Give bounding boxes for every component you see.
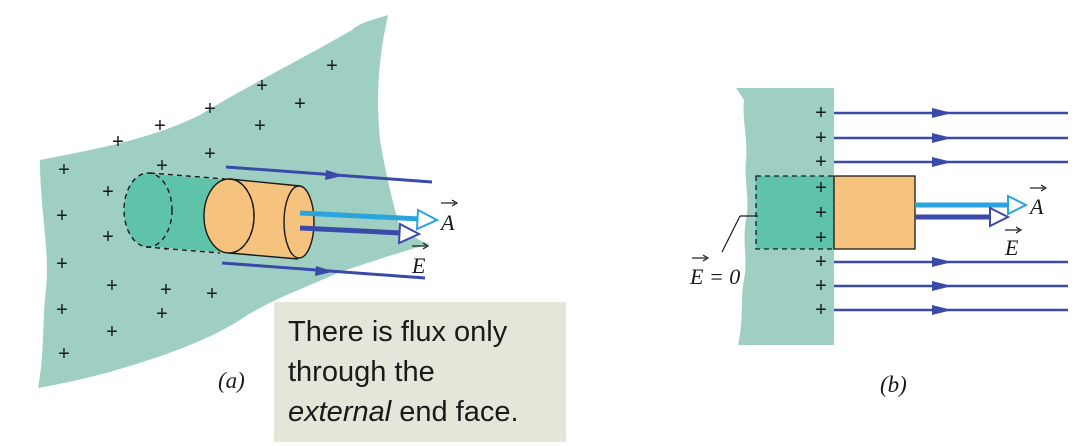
field-arrowhead <box>932 157 952 167</box>
field-arrowhead <box>932 257 952 267</box>
field-line-arrowheads-b <box>932 108 952 315</box>
plus-sign: + <box>56 253 68 275</box>
plus-sign: + <box>102 181 114 203</box>
plus-sign: + <box>56 299 68 321</box>
field-line-arrowheads-a <box>315 170 344 276</box>
caption-line-3: external end face. <box>288 392 566 432</box>
panel-a: + + + + + + + + + + + + + + + + + + + + … <box>38 15 459 393</box>
panel-b: + + + + + + + + + A E <box>689 88 1068 397</box>
svg-text:E: E <box>411 253 426 278</box>
inner-cylinder-a <box>123 172 226 254</box>
plus-sign: + <box>56 205 68 227</box>
svg-text:A: A <box>1028 194 1044 219</box>
plus-sign: + <box>156 303 168 325</box>
vector-label-A-a: A <box>439 199 459 235</box>
svg-text:A: A <box>439 210 455 235</box>
zero-field-label: E = 0 <box>689 254 740 289</box>
plus-sign: + <box>160 279 172 301</box>
plus-sign: + <box>204 143 216 165</box>
plus-sign: + <box>106 321 118 343</box>
field-arrowhead <box>325 170 344 180</box>
caption-emphasis: external <box>288 396 392 428</box>
caption-line-1: There is flux only <box>288 316 508 348</box>
field-arrowhead <box>932 281 952 291</box>
plus-sign: + <box>156 155 168 177</box>
plus-signs-b: + + + + + + + + + <box>815 102 827 321</box>
plus-sign: + <box>815 102 827 124</box>
plus-sign: + <box>204 98 216 120</box>
caption-box: There is flux only through the external … <box>274 302 566 442</box>
area-vector-a <box>299 208 440 231</box>
field-arrowhead <box>315 266 334 276</box>
plus-sign: + <box>815 227 827 249</box>
gaussian-cylinder-b <box>833 175 916 250</box>
area-vector-b <box>915 194 1029 216</box>
plus-sign: + <box>106 275 118 297</box>
field-arrowhead <box>932 305 952 315</box>
field-arrowhead <box>932 108 952 118</box>
panel-label-a: (a) <box>218 368 245 393</box>
vector-label-E-b: E <box>1004 226 1023 260</box>
caption-line-3-rest: end face. <box>391 396 519 428</box>
plus-sign: + <box>206 283 218 305</box>
plus-sign: + <box>815 177 827 199</box>
gaussian-cylinder-a <box>203 178 315 260</box>
plus-sign: + <box>112 131 124 153</box>
plus-sign: + <box>815 299 827 321</box>
plus-sign: + <box>256 75 268 97</box>
plus-sign: + <box>815 127 827 149</box>
field-vector-b <box>915 206 1011 228</box>
plus-sign: + <box>58 159 70 181</box>
plus-sign: + <box>154 115 166 137</box>
plus-sign: + <box>815 202 827 224</box>
panel-label-b: (b) <box>880 372 907 397</box>
inner-cylinder-b <box>755 175 835 250</box>
inner-end-face <box>123 172 173 248</box>
plus-sign: + <box>294 93 306 115</box>
plus-sign: + <box>102 226 114 248</box>
vector-label-E-a: E <box>411 242 430 278</box>
svg-text:E: E <box>1004 235 1019 260</box>
plus-sign: + <box>254 115 266 137</box>
plus-sign: + <box>815 275 827 297</box>
field-vector-a <box>299 222 422 245</box>
plus-sign: + <box>58 343 70 365</box>
plus-sign: + <box>815 151 827 173</box>
plus-sign: + <box>815 251 827 273</box>
caption-line-2: through the <box>288 356 435 388</box>
field-arrowhead <box>932 133 952 143</box>
svg-text:E = 0: E = 0 <box>689 264 740 289</box>
plus-sign: + <box>326 55 338 77</box>
vector-label-A-b: A <box>1028 184 1048 219</box>
external-end-face <box>283 185 315 259</box>
